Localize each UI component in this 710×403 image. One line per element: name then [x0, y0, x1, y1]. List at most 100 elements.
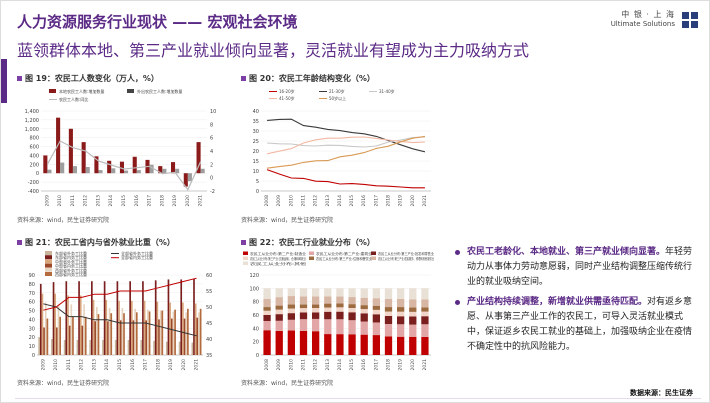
c21-x-tick-label: 2010: [53, 359, 59, 371]
c21-bar: [180, 279, 183, 355]
c22-bar: [287, 313, 295, 320]
c19-x-tick-label: 2010: [57, 195, 63, 207]
key-point-2-text: 对有返乡意愿、从事第三产业工作的农民工，可导入灵活就业模式中，保证返乡农民工就业…: [467, 297, 693, 352]
c19-bar: [68, 128, 73, 174]
c19-y-tick-label: 0: [36, 171, 39, 177]
c20-y-tick-label: 25: [253, 139, 259, 145]
c19-bar: [111, 168, 116, 174]
c21-legend-label: 全部省外务工比重: [121, 250, 153, 256]
c20-x-tick-label: 2008: [264, 195, 270, 207]
c22-bar: [384, 288, 393, 299]
c21-y-tick-label: 50: [29, 309, 35, 315]
c20-line: [266, 136, 425, 155]
c19-bar: [94, 156, 99, 174]
c21-y-tick-label: 70: [29, 291, 35, 297]
c19-line: [46, 140, 202, 191]
c20-line: [267, 136, 425, 148]
c19-bar: [98, 170, 103, 174]
c21-bar: [156, 301, 159, 355]
c21-legend-label: 中部省内务工比重: [55, 263, 87, 269]
c22-bar: [312, 318, 320, 332]
c22-bar: [299, 319, 308, 331]
c20-x-tick-label: 2013: [325, 195, 331, 207]
c19-y2-tick-label: 0: [210, 176, 213, 182]
c22-bar: [299, 331, 308, 355]
c21-bar: [57, 304, 60, 355]
c19-y2-tick-label: 2: [210, 162, 213, 168]
c19-x-tick-label: 2014: [108, 195, 114, 207]
c22-x-tick-label: 2020: [410, 359, 416, 371]
c21-bar: [92, 299, 95, 355]
c22-bar: [287, 308, 295, 314]
c21-legend-swatch: [45, 255, 52, 260]
c19-y2-tick-label: 4: [210, 149, 213, 155]
c21-y-tick-label: 60: [29, 300, 35, 306]
c21-y-tick-label: 30: [29, 326, 35, 332]
c22-bar: [287, 296, 295, 305]
c20-x-tick-label: 2018: [386, 195, 392, 207]
c22-bar: [360, 297, 368, 306]
c21-bar: [187, 308, 189, 355]
chart20-source: 资料来源：wind，民生证券研究院: [241, 217, 334, 224]
c22-bar: [421, 324, 429, 337]
c22-bar: [263, 330, 271, 355]
footer-divider: [15, 398, 701, 399]
c22-bar: [287, 330, 295, 355]
c21-y-tick-label: 40: [29, 317, 35, 323]
c19-bar: [158, 166, 163, 174]
c22-bar: [336, 303, 344, 308]
c21-x-tick-label: 2016: [130, 359, 136, 371]
c22-bar: [360, 334, 368, 355]
c22-bar: [299, 296, 308, 305]
c21-bar: [72, 316, 74, 355]
c20-x-tick-label: 2012: [313, 195, 319, 207]
c19-bar: [47, 169, 52, 174]
c21-bar: [194, 303, 197, 355]
c19-x-tick-label: 2020: [185, 195, 191, 207]
c21-bar: [153, 340, 155, 355]
c21-y2-tick-label: 55: [206, 289, 212, 295]
c22-x-tick-label: 2021: [422, 359, 428, 371]
c19-bar: [60, 162, 65, 174]
c20-x-tick-label: 2015: [349, 195, 355, 207]
c20-y-tick-label: 30: [253, 129, 259, 135]
c22-bar: [324, 288, 332, 297]
c22-bar: [275, 314, 283, 321]
c21-bar: [108, 307, 111, 355]
c22-y-tick-label: 20: [253, 340, 259, 346]
chart19: -400 -200 0 200 400 600 800 1,000 1,200 1,400 -2 0 2…: [25, 88, 217, 207]
c21-x-tick-label: 2013: [91, 359, 97, 371]
c20-y-tick-label: 10: [253, 169, 259, 175]
c21-bar: [94, 321, 96, 355]
c22-bar: [312, 331, 320, 355]
c21-y-tick-label: 0: [32, 353, 35, 359]
c21-bar: [41, 293, 44, 355]
c19-bar: [187, 173, 192, 182]
c21-y2-tick-label: 45: [206, 321, 212, 327]
c19-bar: [183, 173, 188, 187]
c19-bar: [162, 168, 167, 174]
c19-legend-swatch: [127, 89, 134, 93]
c21-bar: [68, 325, 71, 355]
c21-bar: [39, 283, 42, 355]
c21-bar: [135, 312, 138, 355]
c19-y2-tick-label: 10: [210, 109, 216, 115]
c22-bar: [372, 305, 380, 310]
c22-y-tick-label: 120: [249, 273, 259, 279]
c22-bar: [360, 309, 368, 314]
c22-bar: [372, 288, 380, 299]
c22-x-tick-label: 2011: [301, 359, 307, 371]
c21-bar: [89, 339, 92, 355]
c21-bar: [84, 316, 87, 355]
c22-legend-label: 农民工从业分布:其他: [250, 261, 307, 266]
c21-legend-swatch: [45, 263, 52, 268]
c21-x-tick-label: 2019: [168, 359, 174, 371]
c21-bar: [43, 327, 45, 355]
key-points: 农民工老龄化、本地就业、第三产就业倾向显著。年轻劳动力从事体力劳动意愿弱，同时产…: [453, 245, 698, 360]
c22-bar: [336, 307, 344, 312]
c22-bar: [324, 319, 332, 335]
brand-logo: 中 银 · 上 海 Ultimate Solutions: [589, 9, 699, 33]
c22-bar: [324, 307, 332, 312]
c19-y2-tick-label: -2: [210, 189, 215, 195]
c19-legend-label: 本地农民工人数:增加数量: [59, 88, 104, 94]
